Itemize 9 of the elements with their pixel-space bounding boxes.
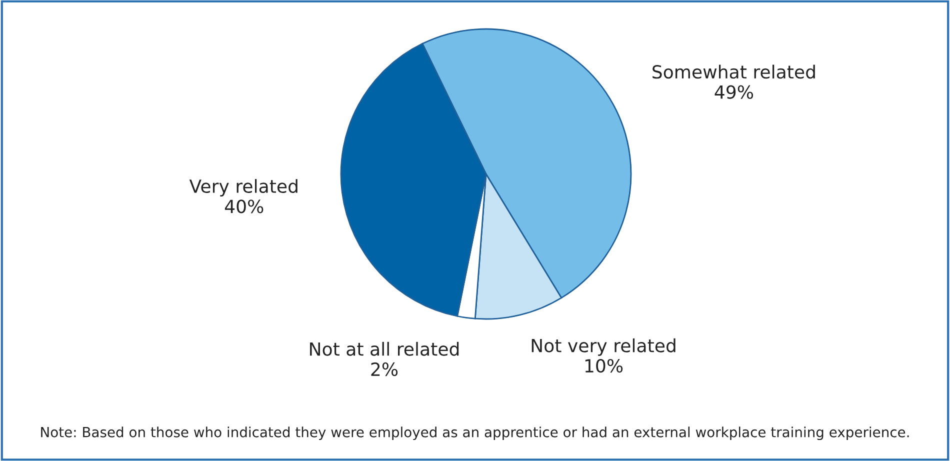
slice-label: Not at all related [310, 342, 459, 356]
data-label: 10% [585, 358, 623, 373]
data-label: 49% [714, 85, 754, 99]
slice-label: Not very related [532, 338, 676, 356]
slice-label: Very related [189, 179, 298, 197]
data-label: 2% [371, 362, 398, 376]
data-label: 40% [224, 200, 264, 214]
slice-label: Somewhat related [652, 64, 815, 79]
text: Note: Based on those who indicated they were employed as an apprentice or had an external workplace training experience. [41, 426, 909, 440]
